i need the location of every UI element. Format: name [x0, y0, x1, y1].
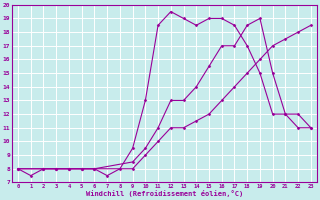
X-axis label: Windchill (Refroidissement éolien,°C): Windchill (Refroidissement éolien,°C)	[86, 190, 243, 197]
